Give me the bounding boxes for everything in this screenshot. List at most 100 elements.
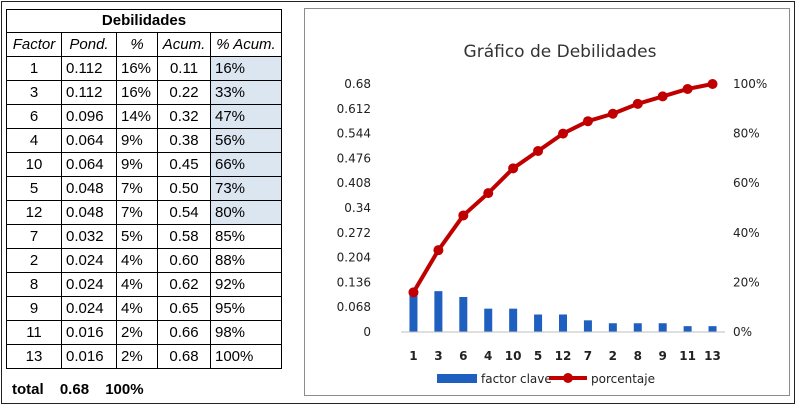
y-left-tick-label: 0.612 [337,102,371,116]
cell-pacum: 33% [210,80,282,105]
cell-factor: 2 [6,248,62,273]
x-category-label: 11 [679,349,696,363]
cell-pond: 0.048 [61,200,117,225]
table-row: 2 0.024 4% 0.60 88% [6,248,282,273]
table-row: 10 0.064 9% 0.45 66% [6,152,282,177]
bar-factor-clave [658,323,667,332]
x-category-label: 6 [459,349,467,363]
cell-pond: 0.112 [61,80,117,105]
x-category-label: 13 [704,349,721,363]
cell-factor: 11 [6,320,62,345]
cell-pacum: 16% [210,56,282,81]
line-porcentaje [411,82,713,294]
debilidades-table-container: Debilidades Factor Pond. % Acum. % Acum.… [6,9,282,369]
header-acum: Acum. [157,32,211,57]
cell-pond: 0.016 [61,344,117,369]
y-right-tick-label: 80% [733,127,760,141]
cell-pct: 4% [116,296,158,321]
header-pacum: % Acum. [210,32,282,57]
cell-factor: 5 [6,176,62,201]
cell-factor: 1 [6,56,62,81]
cell-pct: 7% [116,176,158,201]
header-pct: % [116,32,158,57]
cell-acum: 0.22 [157,80,211,105]
cell-factor: 7 [6,224,62,249]
chart-area: Gráfico de Debilidades 0 0.068 0.136 0.204 0… [304,8,790,396]
cell-acum: 0.54 [157,200,211,225]
cell-pond: 0.096 [61,104,117,129]
total-label: total [12,381,44,398]
total-row: total 0.68 100% [12,381,156,398]
table-row: 11 0.016 2% 0.66 98% [6,320,282,345]
cell-pond: 0.112 [61,56,117,81]
bar-factor-clave [683,326,692,332]
cell-pacum: 56% [210,128,282,153]
cell-pct: 4% [116,248,158,273]
cell-factor: 13 [6,344,62,369]
point-porcentaje [632,98,643,109]
y-left-tick-label: 0.136 [337,275,371,289]
cell-pct: 2% [116,320,158,345]
bar-factor-clave [459,296,468,332]
header-factor: Factor [6,32,62,57]
y-right-tick-label: 20% [733,275,760,289]
cell-factor: 6 [6,104,62,129]
y-left-tick-label: 0.34 [344,201,371,215]
y-left-tick-label: 0.204 [337,251,371,265]
cell-pacum: 66% [210,152,282,177]
x-category-label: 12 [555,349,572,363]
cell-acum: 0.50 [157,176,211,201]
cell-factor: 12 [6,200,62,225]
total-pond: 0.68 [59,381,90,398]
table-row: 7 0.032 5% 0.58 85% [6,224,282,249]
cell-pond: 0.024 [61,248,117,273]
point-porcentaje [707,79,718,89]
table-header-row: Factor Pond. % Acum. % Acum. [6,32,282,57]
x-category-label: 7 [584,349,592,363]
cell-acum: 0.60 [157,248,211,273]
bar-factor-clave [583,320,592,332]
cell-factor: 9 [6,296,62,321]
cell-pct: 16% [116,56,158,81]
y-left-tick-label: 0.68 [344,77,371,91]
point-porcentaje [657,91,668,102]
y-left-tick-label: 0.408 [337,176,371,190]
point-porcentaje [533,145,544,156]
y-right-tick-label: 40% [733,226,760,240]
cell-pacum: 98% [210,320,282,345]
table-row: 1 0.112 16% 0.11 16% [6,56,282,81]
point-porcentaje [408,287,419,298]
header-pond: Pond. [61,32,117,57]
cell-pct: 2% [116,344,158,369]
table-row: 13 0.016 2% 0.68 100% [6,344,282,369]
cell-pond: 0.032 [61,224,117,249]
cell-pct: 5% [116,224,158,249]
cell-pond: 0.024 [61,272,117,297]
bar-factor-clave [608,323,617,332]
point-porcentaje [433,245,444,256]
table-row: 12 0.048 7% 0.54 80% [6,200,282,225]
cell-pacum: 95% [210,296,282,321]
cell-pond: 0.048 [61,176,117,201]
table-row: 8 0.024 4% 0.62 92% [6,272,282,297]
cell-factor: 10 [6,152,62,177]
point-porcentaje [458,210,469,221]
point-porcentaje [558,128,568,139]
point-porcentaje [483,188,494,199]
y-right-tick-label: 60% [733,176,760,190]
legend-line-marker [563,373,573,383]
cell-pct: 16% [116,80,158,105]
table-row: 6 0.096 14% 0.32 47% [6,104,282,129]
cell-pct: 7% [116,200,158,225]
x-category-label: 3 [434,349,442,363]
point-porcentaje [607,108,618,119]
cell-factor: 3 [6,80,62,105]
table-row: 4 0.064 9% 0.38 56% [6,128,282,153]
cell-pct: 9% [116,152,158,177]
cell-pacum: 92% [210,272,282,297]
x-category-label: 9 [659,349,667,363]
y-right-tick-label: 100% [733,77,767,91]
debilidades-table: Debilidades Factor Pond. % Acum. % Acum.… [6,9,282,369]
point-porcentaje [682,83,693,94]
